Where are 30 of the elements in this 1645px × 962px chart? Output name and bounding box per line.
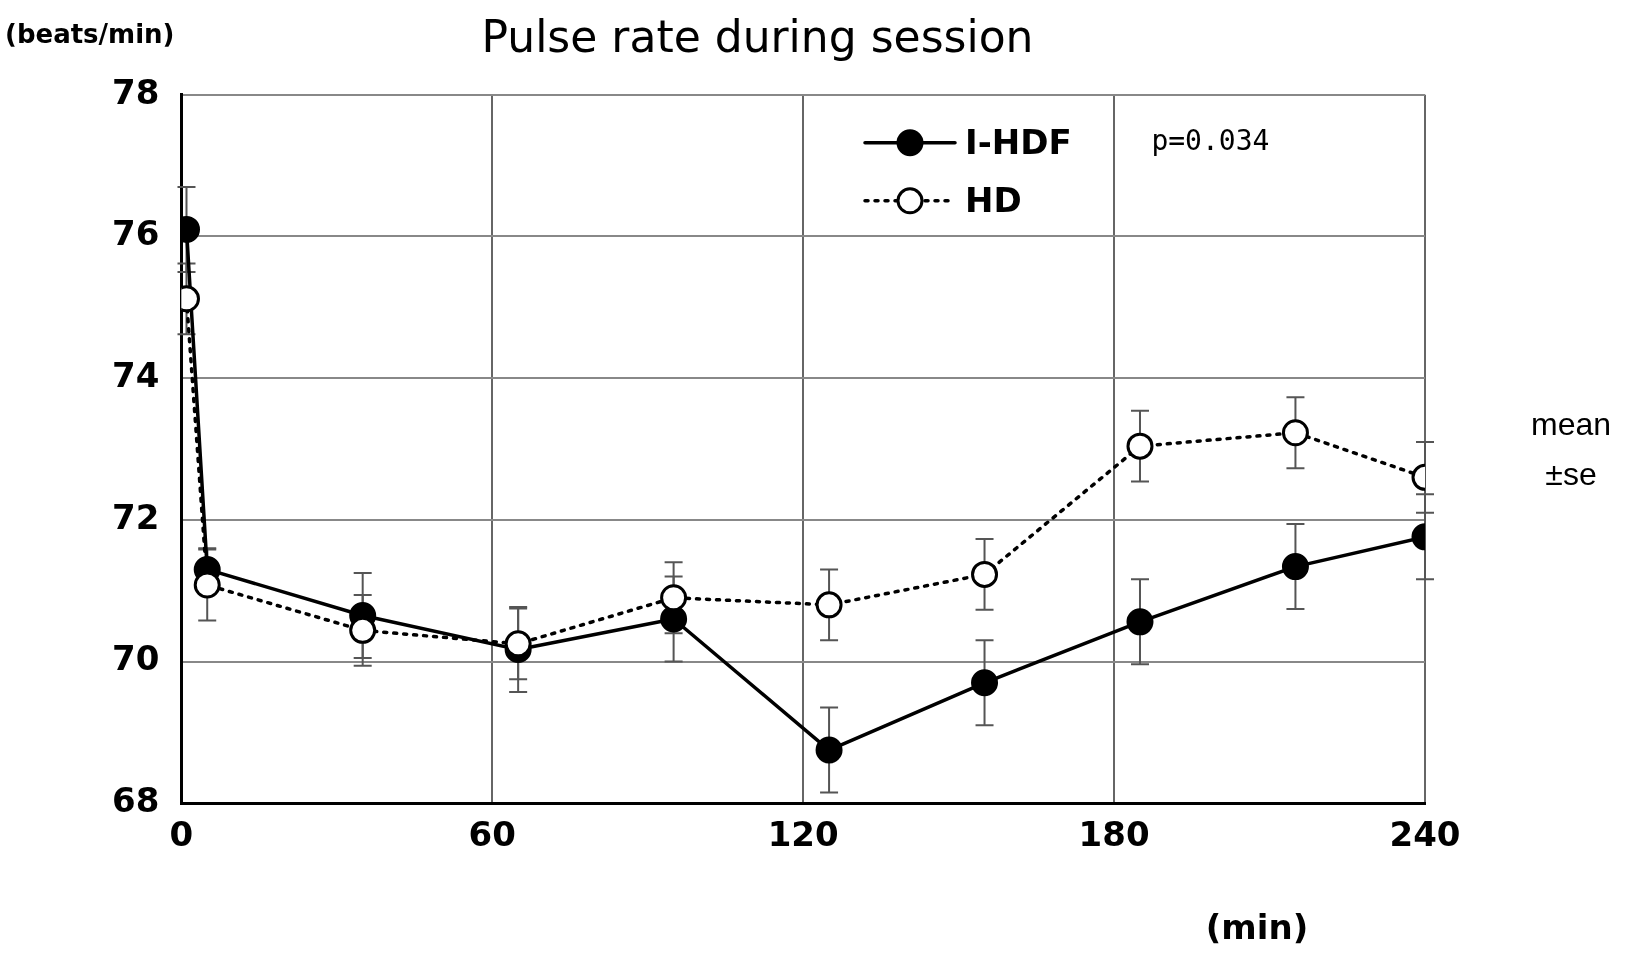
y-tick-label: 68 xyxy=(111,780,160,821)
x-tick-label: 120 xyxy=(767,814,839,855)
point xyxy=(815,736,843,764)
x-tick-label: 0 xyxy=(169,814,194,855)
legend-label: I-HDF xyxy=(965,121,1072,162)
point xyxy=(660,584,688,612)
point xyxy=(1281,553,1309,581)
point xyxy=(504,630,532,658)
x-tick-label: 240 xyxy=(1389,814,1461,855)
x-tick-label: 180 xyxy=(1078,814,1150,855)
point xyxy=(815,591,843,619)
y-tick-label: 78 xyxy=(111,71,160,112)
legend-label: HD xyxy=(965,179,1022,220)
y-tick-label: 76 xyxy=(111,213,160,254)
y-axis-title: (beats/min) xyxy=(5,18,175,49)
x-axis-title: (min) xyxy=(1205,906,1309,947)
point xyxy=(349,616,377,644)
point xyxy=(1126,432,1154,460)
y-tick-label: 70 xyxy=(111,638,160,679)
point xyxy=(193,571,221,599)
point xyxy=(971,669,999,697)
y-tick-label: 74 xyxy=(111,354,160,395)
text: mean ±se xyxy=(1530,405,1612,492)
point xyxy=(1281,419,1309,447)
point xyxy=(971,560,999,588)
point xyxy=(1126,608,1154,636)
annotation: p=0.034 xyxy=(1151,124,1270,158)
chart-title: Pulse rate during session xyxy=(481,10,1034,62)
y-tick-label: 72 xyxy=(111,496,160,537)
x-tick-label: 60 xyxy=(468,814,516,855)
